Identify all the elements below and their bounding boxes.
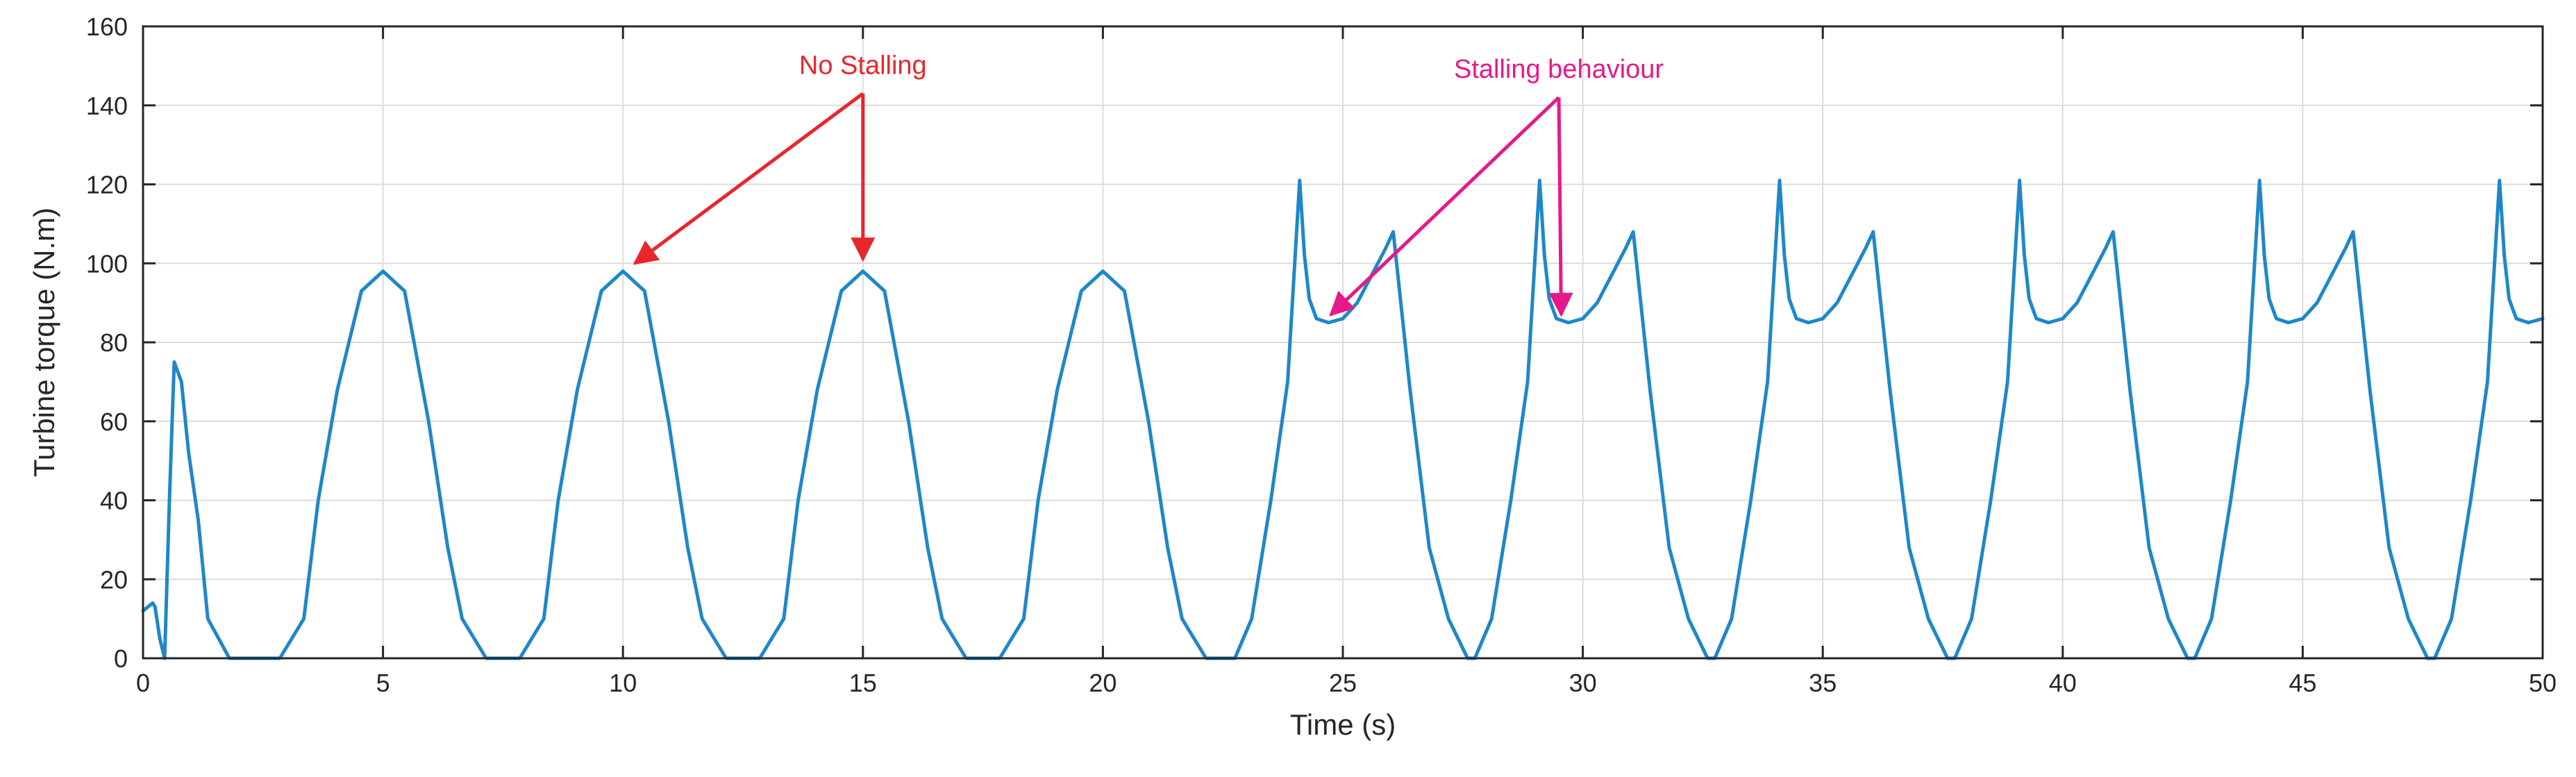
annotation-label: No Stalling [799,51,927,80]
x-tick-label: 30 [1569,669,1597,697]
y-tick-label: 140 [86,92,128,120]
x-tick-label: 45 [2289,669,2316,697]
x-axis-title: Time (s) [1290,708,1396,741]
y-tick-label: 80 [100,328,128,357]
x-tick-label: 40 [2049,669,2077,697]
x-tick-label: 35 [1809,669,1837,697]
series-line-turbine-torque [141,178,2545,660]
y-tick-label: 100 [86,249,128,278]
series-layer [141,178,2545,660]
annotation-arrow [1548,97,1573,317]
x-tick-label: 15 [849,669,877,697]
y-tick-label: 120 [86,171,128,199]
x-tick-label: 10 [609,669,637,697]
annotations: No Stalling Stalling behaviour [633,51,1664,317]
x-tick-label: 50 [2529,669,2557,697]
y-tick-label: 40 [100,487,128,515]
grid-lines [142,26,2543,659]
annotation-label: Stalling behaviour [1454,55,1664,84]
x-tick-label: 0 [136,669,150,697]
annotation-arrow [1329,96,1560,317]
y-tick-label: 60 [100,408,128,436]
y-tick-label: 0 [114,644,128,673]
x-tick-label: 20 [1089,669,1116,697]
y-axis-title: Turbine torque (N.m) [28,208,60,477]
x-tick-label: 25 [1329,669,1357,697]
annotation-arrow [633,92,864,265]
axis-ticks: 0 5 10 15 20 25 30 35 40 45 50 0 20 40 60 80 100 120 140 16… [86,12,2557,697]
y-tick-label: 160 [86,12,128,41]
y-tick-label: 20 [100,565,128,594]
x-tick-label: 5 [376,669,390,697]
